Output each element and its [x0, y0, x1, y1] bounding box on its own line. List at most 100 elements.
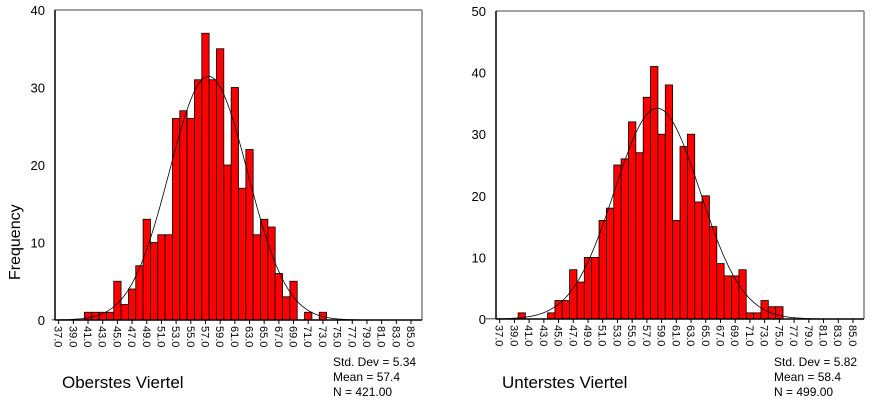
x-tick-label: 43.0 — [96, 326, 108, 347]
x-tick-label: 37.0 — [493, 325, 505, 346]
y-tick-label: 20 — [472, 189, 486, 204]
x-tick-label: 61.0 — [669, 325, 681, 346]
histogram-bar — [635, 152, 644, 320]
y-axis-label: Frequency — [7, 204, 24, 280]
histogram-bar — [642, 96, 651, 320]
histogram-bar — [753, 312, 762, 320]
y-tick-label: 50 — [472, 4, 486, 19]
histogram-bar — [738, 269, 747, 320]
histogram-bar — [686, 133, 696, 320]
x-tick-label: 65.0 — [699, 325, 711, 346]
x-tick-label: 81.0 — [375, 326, 387, 347]
x-tick-label: 73.0 — [758, 325, 770, 346]
histogram-bar — [679, 146, 688, 320]
x-tick-label: 47.0 — [566, 325, 578, 346]
histogram-bar — [304, 311, 313, 321]
histogram-bar — [775, 306, 784, 320]
histogram-bar — [650, 66, 659, 320]
histogram-bar — [723, 275, 732, 320]
histogram-bar — [282, 296, 291, 321]
x-tick-label: 63.0 — [684, 325, 696, 346]
histogram-bar — [274, 273, 283, 321]
stat-mean: Mean = 58.4 — [774, 370, 841, 384]
x-tick-label: 41.0 — [522, 325, 534, 346]
x-tick-label: 67.0 — [272, 326, 284, 347]
x-tick-label: 61.0 — [228, 326, 240, 347]
y-tick-label: 0 — [479, 312, 486, 327]
x-tick-label: 77.0 — [787, 325, 799, 346]
x-tick-label: 49.0 — [140, 326, 152, 347]
histogram-bar — [252, 234, 261, 321]
y-tick-label: 30 — [31, 81, 45, 96]
x-tick-label: 59.0 — [655, 325, 667, 346]
histogram-bar — [672, 220, 681, 320]
histogram-bar — [613, 164, 622, 320]
chart-title: Oberstes Viertel — [62, 373, 184, 392]
x-tick-label: 51.0 — [596, 325, 608, 346]
histogram-bar — [230, 87, 239, 321]
x-tick-label: 69.0 — [287, 326, 299, 347]
histogram-bar — [701, 195, 710, 320]
histogram-bar — [620, 158, 629, 320]
histogram-bar — [267, 226, 276, 321]
x-tick-label: 67.0 — [713, 325, 725, 346]
x-tick-label: 85.0 — [404, 326, 416, 347]
x-tick-label: 75.0 — [772, 325, 784, 346]
histogram-bar — [127, 288, 137, 321]
x-tick-label: 41.0 — [81, 326, 93, 347]
x-tick-label: 83.0 — [831, 325, 843, 346]
stat-n: N = 421.00 — [333, 385, 392, 399]
histogram-bar — [694, 201, 703, 320]
x-tick-label: 71.0 — [301, 326, 313, 347]
histogram-bar — [554, 300, 563, 320]
x-tick-label: 83.0 — [389, 326, 401, 347]
stat-std-dev: Std. Dev = 5.82 — [774, 355, 857, 369]
histogram-bar — [208, 79, 217, 321]
histogram-bar — [576, 281, 585, 320]
x-tick-label: 55.0 — [184, 326, 196, 347]
x-tick-label: 39.0 — [66, 326, 78, 347]
chart-title: Unterstes Viertel — [502, 373, 627, 392]
x-tick-label: 49.0 — [581, 325, 593, 346]
stat-n: N = 499.00 — [774, 385, 833, 399]
stat-mean: Mean = 57.4 — [333, 370, 400, 384]
histogram-bar — [216, 48, 225, 321]
histogram-bar — [591, 256, 600, 320]
histogram-bar — [223, 164, 232, 321]
histogram-bar — [716, 263, 725, 320]
y-tick-label: 40 — [31, 3, 45, 18]
histogram-bar — [569, 269, 578, 320]
histogram-bar — [120, 304, 129, 321]
normal-curve — [485, 107, 828, 320]
x-tick-label: 45.0 — [110, 326, 122, 347]
x-tick-label: 73.0 — [316, 326, 328, 347]
x-tick-label: 63.0 — [243, 326, 255, 347]
y-tick-label: 30 — [472, 127, 486, 142]
x-tick-label: 75.0 — [331, 326, 343, 347]
histogram-bar — [172, 118, 181, 321]
y-tick-label: 20 — [31, 158, 45, 173]
x-tick-label: 53.0 — [610, 325, 622, 346]
histogram-bar — [142, 218, 151, 321]
y-tick-label: 0 — [38, 313, 45, 328]
x-tick-label: 57.0 — [198, 326, 210, 347]
histogram-bar — [179, 110, 188, 321]
x-tick-label: 45.0 — [552, 325, 564, 346]
histogram-bar — [260, 218, 269, 321]
histogram-bar — [657, 133, 666, 320]
y-tick-label: 10 — [31, 236, 45, 251]
histogram-bar — [83, 311, 93, 321]
x-tick-label: 71.0 — [743, 325, 755, 346]
histogram-bar — [245, 149, 254, 321]
x-tick-label: 43.0 — [537, 325, 549, 346]
x-tick-label: 51.0 — [154, 326, 166, 347]
y-tick-label: 10 — [472, 250, 486, 265]
histogram-bar — [164, 234, 173, 321]
x-tick-label: 79.0 — [360, 326, 372, 347]
x-tick-label: 59.0 — [213, 326, 225, 347]
histogram-bar — [194, 79, 203, 321]
x-tick-label: 69.0 — [728, 325, 740, 346]
x-tick-label: 57.0 — [640, 325, 652, 346]
histogram-bar — [186, 118, 195, 321]
